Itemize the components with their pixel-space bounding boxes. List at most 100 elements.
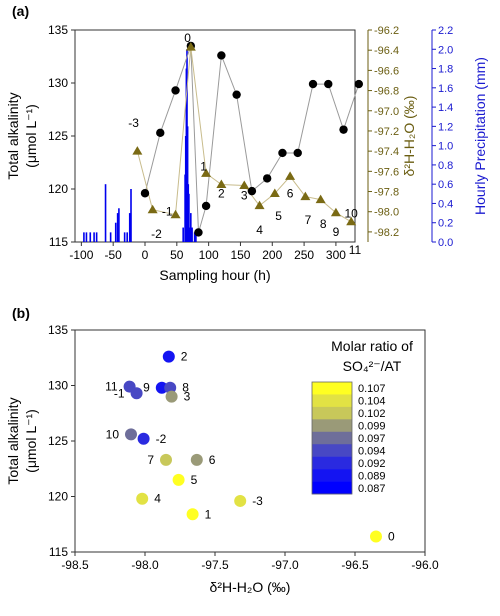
alkalinity-point xyxy=(278,148,287,158)
precip-bar xyxy=(190,213,192,242)
panel-b-label: (b) xyxy=(12,305,30,321)
scatter-point-label: 6 xyxy=(209,453,216,467)
x-tick-label: 250 xyxy=(294,248,314,262)
precip-bar xyxy=(118,208,120,242)
alkalinity-point xyxy=(201,201,211,211)
point-label: -3 xyxy=(128,116,139,130)
panel-a-plot-frame xyxy=(74,29,356,243)
x-tick-label: 50 xyxy=(170,248,184,262)
panel-a-y-axis-unit: (μmol L⁻¹) xyxy=(23,104,39,168)
precipitation-bars xyxy=(83,49,197,242)
colorbar-segment xyxy=(312,394,352,408)
d2h-point xyxy=(346,216,357,226)
panel-a-y3-axis-title: Hourly Precipitation (mm) xyxy=(472,57,488,215)
d2h-point xyxy=(254,200,265,210)
scatter-point-label: 9 xyxy=(143,381,150,395)
y2-tick-label: -97.2 xyxy=(374,126,399,138)
panel-b-y-axis-unit: (μmol L⁻¹) xyxy=(23,409,39,473)
alkalinity-line xyxy=(144,45,360,233)
colorbar-segment xyxy=(312,431,352,445)
point-label: 10 xyxy=(345,207,359,221)
point-label: 3 xyxy=(241,189,248,203)
x-tick-label: 300 xyxy=(326,248,346,262)
y-tick-label: 125 xyxy=(48,129,68,143)
scatter-point xyxy=(164,381,177,394)
precip-bar xyxy=(114,222,117,242)
y-tick-label: 135 xyxy=(48,23,68,37)
panel-b-y-axis-title: Total alkalinity xyxy=(5,397,21,484)
colorbar-tick-label: 0.097 xyxy=(358,433,386,445)
colorbar-tick-label: 0.107 xyxy=(358,383,386,395)
x-tick-label: -96.0 xyxy=(411,558,439,572)
scatter-point xyxy=(165,390,178,403)
colorbar: Molar ratio of SO₄²⁻/AT 0.1070.1040.1020… xyxy=(311,338,413,495)
d2h-point xyxy=(170,209,181,219)
panel-b-x-axis-title: δ²H-H₂O (‰) xyxy=(210,579,291,595)
y2-tick-label: -96.2 xyxy=(374,25,399,37)
point-label: -2 xyxy=(151,227,162,241)
y2-tick-label: -96.6 xyxy=(374,65,399,77)
panel-a-y2-axis-title: δ²H-H₂O (‰) xyxy=(401,96,417,177)
alkalinity-point xyxy=(324,79,333,89)
colorbar-tick-label: 0.094 xyxy=(358,445,386,457)
precip-bar xyxy=(182,227,184,242)
alkalinity-point xyxy=(217,51,226,60)
precip-bar xyxy=(109,232,112,242)
x-tick-label: -97.5 xyxy=(201,558,229,572)
colorbar-segment xyxy=(312,469,352,482)
colorbar-tick-label: 0.092 xyxy=(358,458,386,470)
precip-bar xyxy=(126,232,128,242)
precip-bar xyxy=(191,227,193,242)
scatter-point xyxy=(125,428,137,441)
scatter-point-label: 10 xyxy=(106,427,120,441)
scatter-point xyxy=(186,508,199,521)
d2h-point xyxy=(147,204,158,214)
scatter-point xyxy=(234,494,247,507)
alkalinity-point xyxy=(308,79,318,89)
scatter-point xyxy=(370,530,382,543)
scatter-point-label: 8 xyxy=(182,381,189,395)
y3-tick-label: 0.4 xyxy=(438,198,453,210)
y2-tick-label: -98.2 xyxy=(374,227,399,239)
colorbar-title: Molar ratio of xyxy=(331,338,413,354)
x-tick-label: -50 xyxy=(105,248,123,262)
y3-tick-label: 1.4 xyxy=(438,102,453,114)
y2-tick-label: -97.4 xyxy=(374,146,399,158)
y2-tick-label: -98.0 xyxy=(374,207,399,219)
scatter-point-label: 4 xyxy=(154,492,161,506)
precip-bar xyxy=(130,189,132,242)
scatter-point-labels: 0 1 -3 4 5 7 6 10 -2 11-1 9 83 2 xyxy=(105,350,395,544)
point-label: 5 xyxy=(275,209,282,223)
panel-a-label: (a) xyxy=(12,3,29,19)
alkalinity-point xyxy=(354,79,364,89)
x-tick-label: 150 xyxy=(230,248,250,262)
y3-tick-label: 1.6 xyxy=(438,83,453,95)
d2h-point xyxy=(315,194,326,204)
scatter-point-label: 11 xyxy=(105,380,118,394)
alkalinity-point xyxy=(293,148,302,158)
scatter-point xyxy=(172,473,185,486)
d2h-point xyxy=(300,191,311,201)
y3-tick-label: 1.2 xyxy=(438,121,453,133)
precip-bar xyxy=(89,232,92,242)
panel-a-y-axis-title: Total alkalinity xyxy=(5,92,21,179)
y3-tick-label: 0.0 xyxy=(438,237,453,249)
y-tick-label: 125 xyxy=(48,434,68,448)
precip-bar xyxy=(85,232,88,242)
precip-bar xyxy=(193,232,196,242)
precip-bar xyxy=(123,232,126,242)
alkalinity-point xyxy=(339,125,348,134)
y3-tick-label: 0.6 xyxy=(438,179,453,191)
d2h-point xyxy=(269,188,280,198)
x-tick-label: -96.5 xyxy=(341,558,369,572)
precip-bar xyxy=(188,193,190,242)
point-label: 1 xyxy=(200,159,207,173)
scatter-point-label: -1 xyxy=(114,386,125,400)
y-tick-label: 135 xyxy=(48,323,68,337)
alkalinity-point xyxy=(232,90,241,99)
point-label: 11 xyxy=(349,243,362,257)
x-tick-label: 100 xyxy=(199,248,219,262)
y-tick-label: 120 xyxy=(48,490,68,504)
